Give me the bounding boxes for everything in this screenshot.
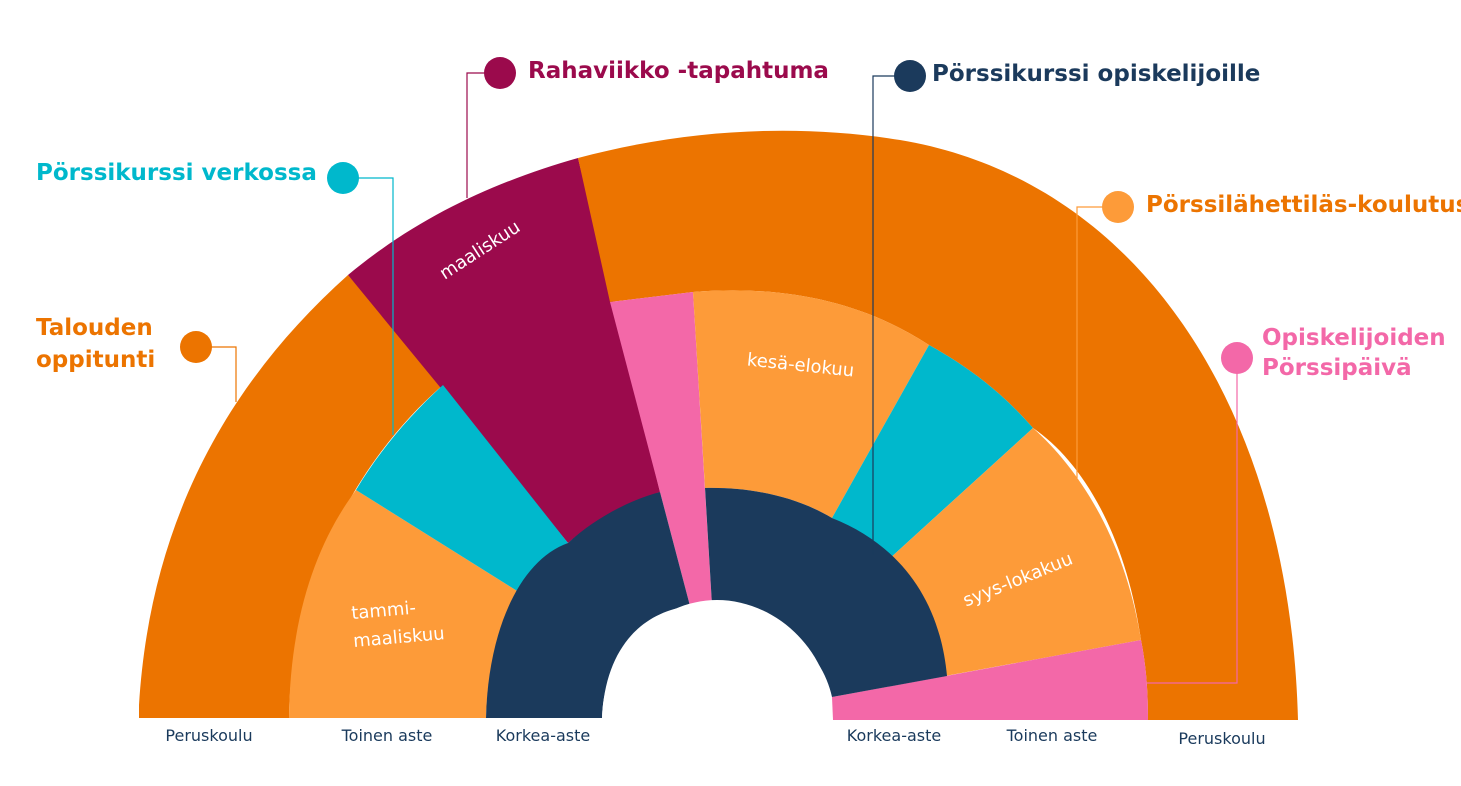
base-labels: Peruskoulu Toinen aste Korkea-aste Korke… bbox=[165, 726, 1265, 748]
wedge-rahaviikko bbox=[348, 158, 660, 543]
wedge-peruskoulu-right bbox=[578, 130, 1298, 721]
wedge-syys-lokakuu bbox=[888, 428, 1141, 676]
wedges bbox=[139, 130, 1298, 721]
title-lahettilas-line1: Pörssilähettiläs-koulutus bbox=[1146, 192, 1461, 218]
callout-titles: Talouden oppitunti Pörssikurssi verkossa… bbox=[36, 58, 1461, 381]
title-talouden-line2: oppitunti bbox=[36, 347, 155, 373]
title-rahaviikko-line1: Rahaviikko -tapahtuma bbox=[528, 58, 829, 84]
dot-rahaviikko bbox=[484, 57, 516, 89]
leader-rahaviikko bbox=[466, 72, 500, 198]
wedge-verkossa-right bbox=[832, 345, 1033, 560]
title-paiva-line1: Opiskelijoiden bbox=[1262, 325, 1446, 351]
wedge-korkea-right bbox=[705, 487, 947, 697]
base-peruskoulu-left: Peruskoulu bbox=[165, 726, 252, 745]
title-opiskelijoille-line1: Pörssikurssi opiskelijoille bbox=[932, 61, 1260, 87]
base-korkea-aste-left: Korkea-aste bbox=[496, 726, 590, 745]
title-paiva-line2: Pörssipäivä bbox=[1262, 355, 1412, 381]
title-opiskelijoille: Pörssikurssi opiskelijoille bbox=[932, 61, 1260, 87]
base-toinen-aste-left: Toinen aste bbox=[341, 726, 433, 745]
leader-verkossa bbox=[343, 177, 394, 435]
title-lahettilas: Pörssilähettiläs-koulutus bbox=[1146, 192, 1461, 218]
wedge-tammi-maaliskuu bbox=[289, 490, 522, 718]
dot-opiskelijoille bbox=[894, 60, 926, 92]
dot-talouden bbox=[180, 331, 212, 363]
dot-lahettilas bbox=[1102, 191, 1134, 223]
base-peruskoulu-right: Peruskoulu bbox=[1178, 729, 1265, 748]
callout-dots bbox=[180, 57, 1253, 374]
title-talouden: Talouden oppitunti bbox=[36, 315, 161, 373]
title-verkossa: Pörssikurssi verkossa bbox=[36, 160, 317, 186]
center-hole bbox=[602, 600, 832, 720]
base-korkea-aste-right: Korkea-aste bbox=[847, 726, 941, 745]
wedge-verkossa bbox=[356, 385, 568, 594]
wedge-kesa-elokuu bbox=[693, 290, 929, 518]
base-toinen-aste-right: Toinen aste bbox=[1006, 726, 1098, 745]
title-paiva: Opiskelijoiden Pörssipäivä bbox=[1262, 325, 1454, 381]
wedge-peruskoulu-left bbox=[139, 275, 443, 718]
title-rahaviikko: Rahaviikko -tapahtuma bbox=[528, 58, 829, 84]
title-verkossa-line1: Pörssikurssi verkossa bbox=[36, 160, 317, 186]
dot-verkossa bbox=[327, 162, 359, 194]
wedge-korkea-left bbox=[486, 492, 690, 718]
wedge-porssipaiva-bottom bbox=[832, 640, 1148, 720]
dot-paiva bbox=[1221, 342, 1253, 374]
wedge-porssipaiva-top bbox=[610, 292, 712, 606]
leader-paiva bbox=[1147, 361, 1238, 684]
title-talouden-line1: Talouden bbox=[36, 315, 153, 341]
